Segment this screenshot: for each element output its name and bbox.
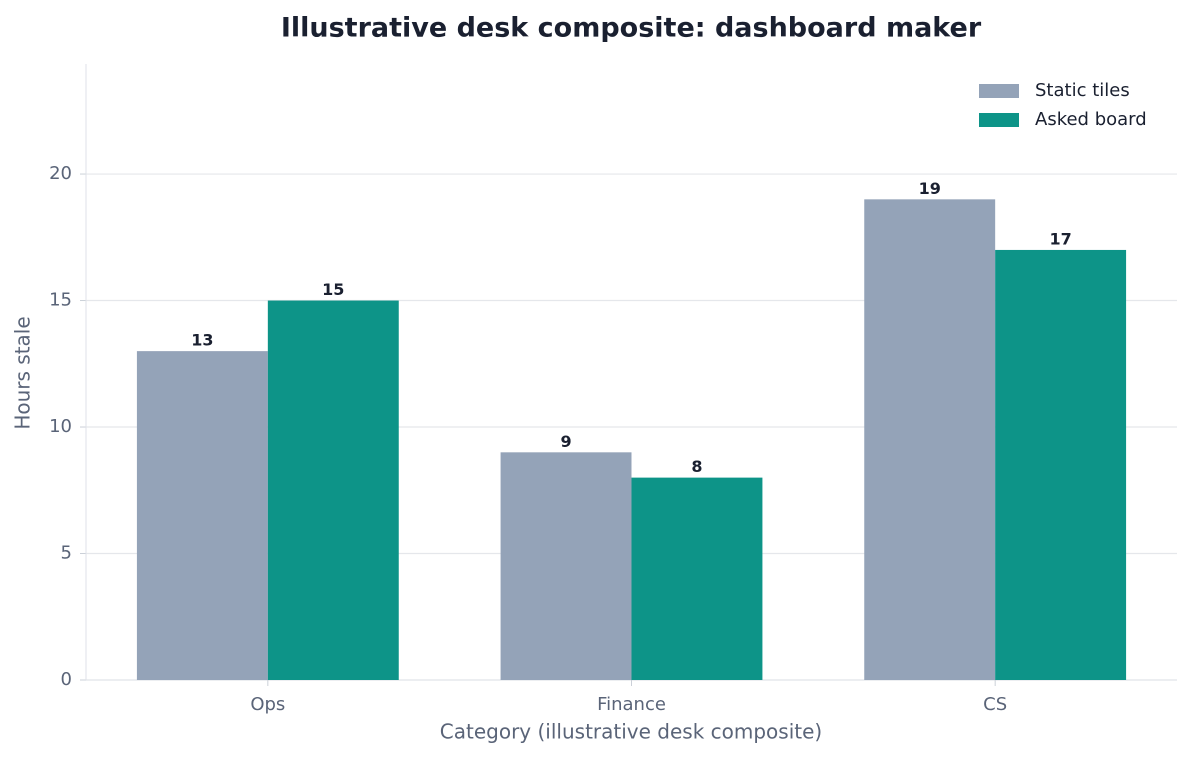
- legend-swatch: [979, 113, 1019, 127]
- y-tick-label: 20: [49, 163, 72, 184]
- bar: [136, 351, 268, 680]
- bar: [631, 477, 763, 680]
- value-label: 15: [322, 280, 344, 299]
- value-label: 8: [691, 457, 702, 476]
- value-label: 19: [919, 179, 941, 198]
- y-tick-label: 10: [49, 416, 72, 437]
- x-tick-label: Ops: [250, 694, 285, 715]
- chart-title: Illustrative desk composite: dashboard m…: [281, 13, 982, 44]
- y-tick-label: 15: [49, 290, 72, 311]
- y-axis-label: Hours stale: [11, 316, 35, 429]
- bar: [267, 300, 399, 680]
- value-label: 13: [191, 331, 213, 350]
- bar: [500, 452, 632, 680]
- x-tick-label: CS: [983, 694, 1007, 715]
- y-tick-label: 0: [61, 669, 72, 690]
- value-label: 17: [1049, 229, 1071, 248]
- bar: [995, 249, 1127, 680]
- x-tick-label: Finance: [597, 694, 666, 715]
- value-label: 9: [560, 432, 571, 451]
- y-tick-label: 5: [61, 543, 72, 564]
- legend-swatch: [979, 84, 1019, 98]
- legend-label: Static tiles: [1035, 80, 1130, 101]
- legend-label: Asked board: [1035, 109, 1147, 130]
- bar: [864, 199, 996, 681]
- x-axis-label: Category (illustrative desk composite): [440, 720, 822, 744]
